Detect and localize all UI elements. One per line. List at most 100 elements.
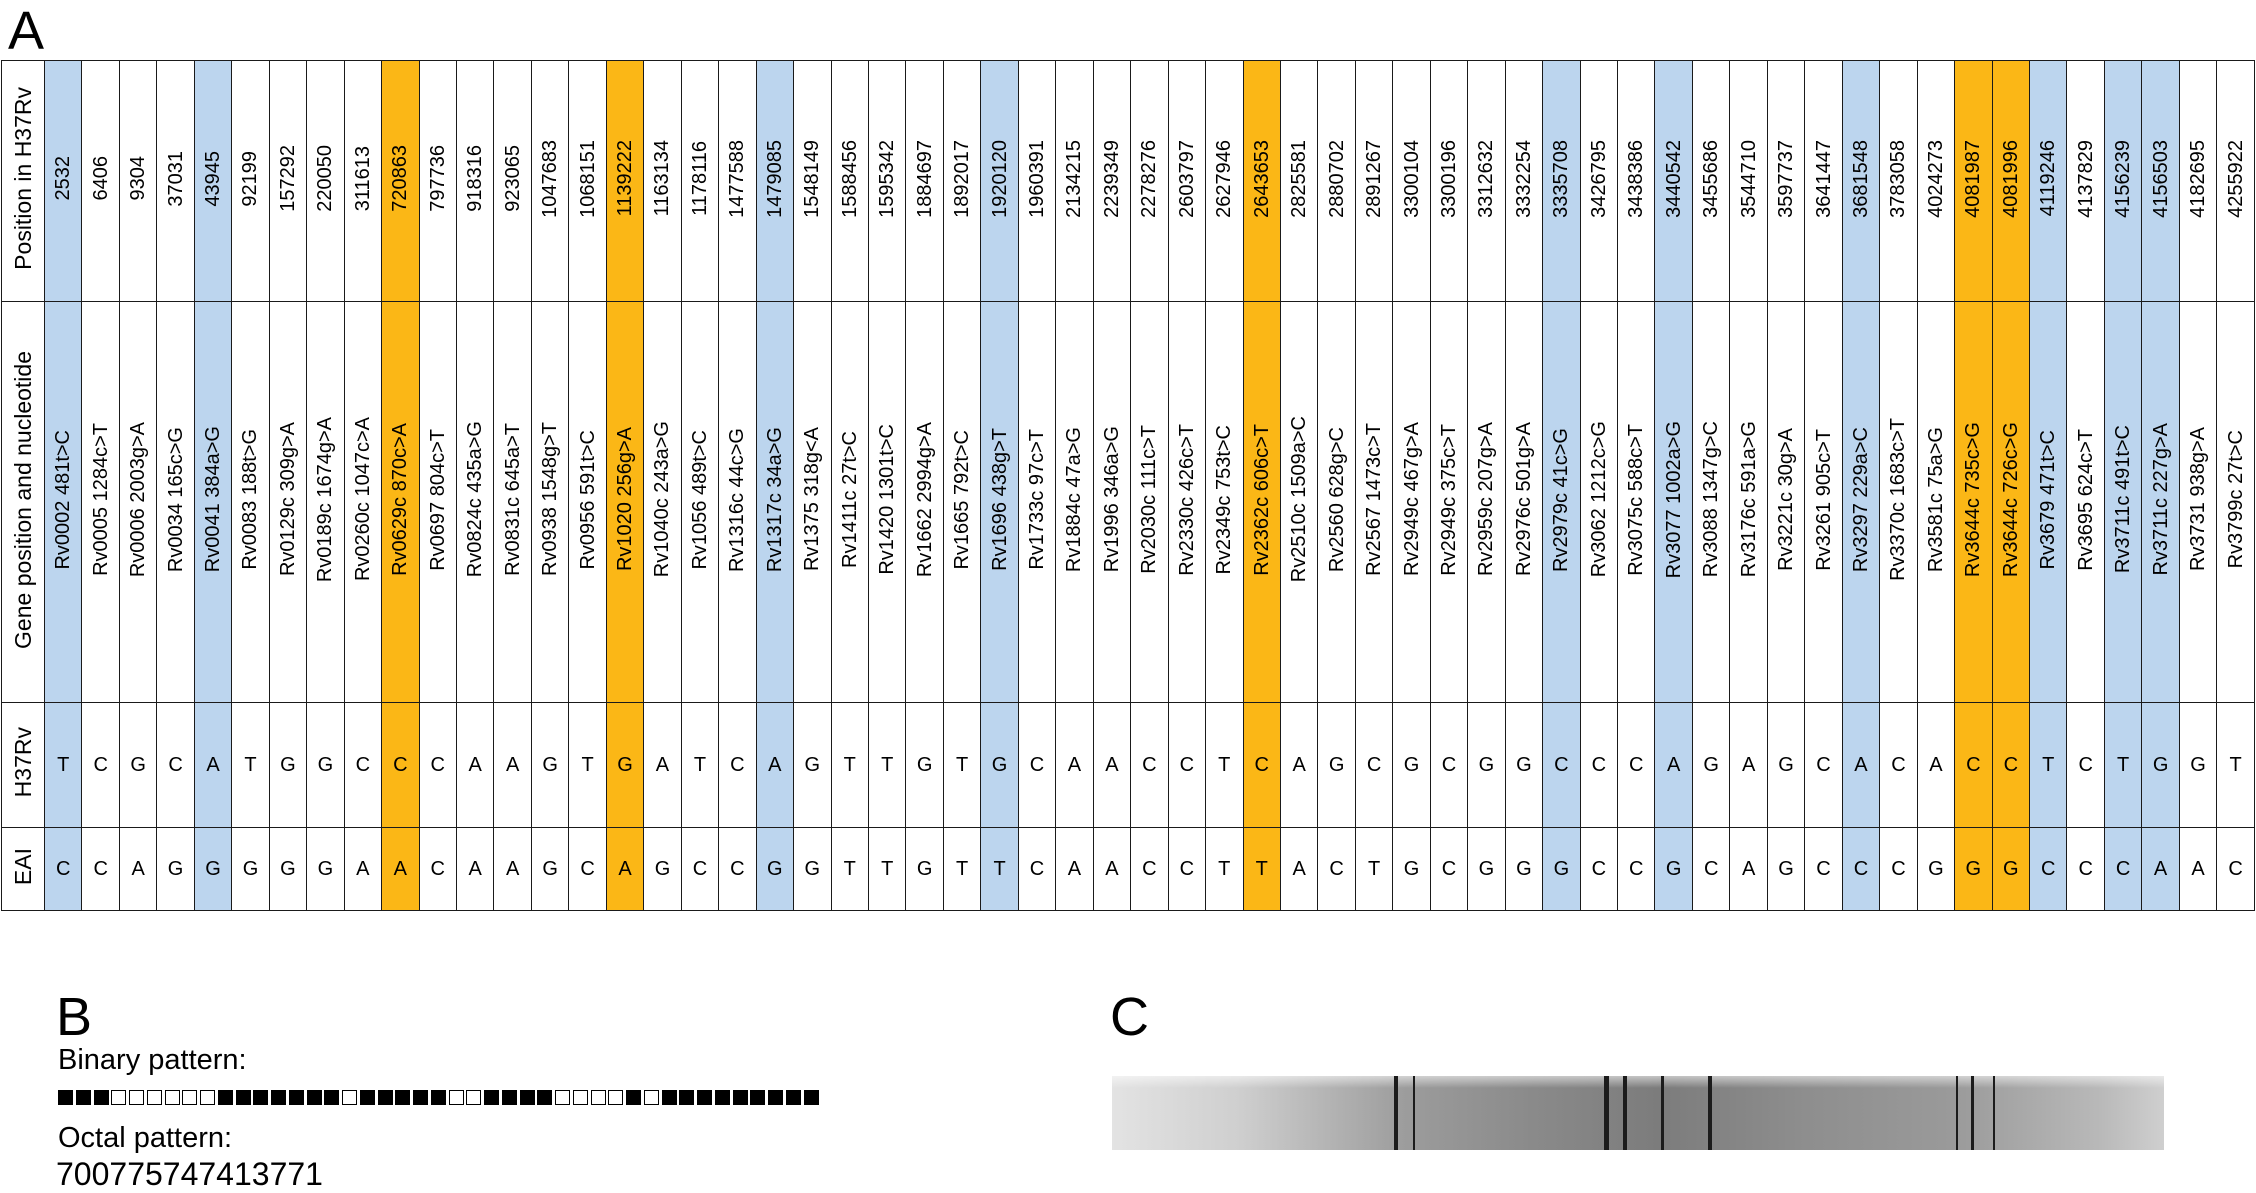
row-header-eai: EAI bbox=[1, 827, 45, 911]
eai-base-cell: T bbox=[867, 827, 907, 911]
eai-base-cell: C bbox=[1167, 827, 1207, 911]
h37rv-base-cell: A bbox=[1092, 702, 1132, 828]
gene-cell: Rv0002 481t>C bbox=[43, 301, 83, 703]
eai-base-cell: C bbox=[1804, 827, 1843, 911]
h37rv-base-cell: C bbox=[2066, 702, 2105, 828]
h37rv-base-cell: A bbox=[1729, 702, 1768, 828]
h37rv-base-cell: G bbox=[2141, 702, 2180, 828]
position-cell: 4081996 bbox=[1991, 60, 2031, 302]
h37rv-base-cell: C bbox=[1429, 702, 1469, 828]
eai-base-cell: T bbox=[980, 827, 1019, 911]
eai-base-cell: G bbox=[268, 827, 308, 911]
gene-cell: Rv1733c 97c>T bbox=[1017, 301, 1057, 703]
gene-cell: Rv0824c 435a>G bbox=[455, 301, 495, 703]
eai-base-cell: C bbox=[1579, 827, 1619, 911]
eai-base-cell: G bbox=[530, 827, 570, 911]
h37rv-base-cell: A bbox=[1654, 702, 1693, 828]
eai-base-cell: T bbox=[1205, 827, 1244, 911]
h37rv-base-cell: C bbox=[1017, 702, 1057, 828]
binary-open-square bbox=[200, 1090, 215, 1105]
row-header-gene: Gene position and nucleotide bbox=[1, 301, 45, 703]
position-cell: 2643653 bbox=[1242, 60, 1281, 302]
gene-cell: Rv3221c 30g>A bbox=[1766, 301, 1806, 703]
gene-cell: Rv2979c 41c>G bbox=[1542, 301, 1581, 703]
binary-filled-square bbox=[58, 1090, 73, 1105]
h37rv-base-cell: A bbox=[1841, 702, 1881, 828]
gene-cell: Rv3088 1347g>C bbox=[1691, 301, 1731, 703]
binary-filled-square bbox=[519, 1090, 535, 1105]
gene-cell: Rv1040c 243a>G bbox=[643, 301, 682, 703]
gene-cell: Rv0189c 1674g>A bbox=[306, 301, 345, 703]
binary-filled-square bbox=[732, 1090, 748, 1105]
eai-base-cell: C bbox=[2066, 827, 2105, 911]
eai-base-cell: G bbox=[643, 827, 682, 911]
gene-cell: Rv2362c 606c>T bbox=[1242, 301, 1281, 703]
binary-open-square bbox=[111, 1090, 127, 1105]
h37rv-base-cell: T bbox=[680, 702, 720, 828]
gene-cell: Rv1020 256g>A bbox=[605, 301, 645, 703]
gene-cell: Rv2949c 467g>A bbox=[1392, 301, 1431, 703]
binary-open-square bbox=[448, 1090, 464, 1105]
position-cell: 4081987 bbox=[1954, 60, 1993, 302]
strip-band bbox=[1623, 1076, 1627, 1150]
h37rv-base-cell: C bbox=[1879, 702, 1918, 828]
position-cell: 43945 bbox=[193, 60, 233, 302]
position-cell: 3300104 bbox=[1392, 60, 1431, 302]
binary-open-square bbox=[129, 1090, 144, 1105]
binary-filled-square bbox=[306, 1090, 322, 1105]
binary-filled-square bbox=[395, 1090, 411, 1105]
gene-cell: Rv2949c 375c>T bbox=[1429, 301, 1469, 703]
position-cell: 220050 bbox=[306, 60, 345, 302]
h37rv-base-cell: T bbox=[43, 702, 83, 828]
eai-base-cell: C bbox=[568, 827, 607, 911]
position-cell: 1047683 bbox=[530, 60, 570, 302]
h37rv-base-cell: A bbox=[1055, 702, 1094, 828]
eai-base-cell: A bbox=[605, 827, 645, 911]
gene-cell: Rv3261 905c>T bbox=[1804, 301, 1843, 703]
h37rv-base-cell: G bbox=[1691, 702, 1731, 828]
position-cell: 2278276 bbox=[1130, 60, 1169, 302]
binary-filled-square bbox=[750, 1090, 766, 1105]
h37rv-base-cell: G bbox=[1766, 702, 1806, 828]
binary-filled-square bbox=[413, 1090, 428, 1105]
h37rv-base-cell: G bbox=[605, 702, 645, 828]
eai-base-cell: A bbox=[2141, 827, 2180, 911]
h37rv-base-cell: C bbox=[718, 702, 757, 828]
h37rv-base-cell: T bbox=[1205, 702, 1244, 828]
binary-open-square bbox=[342, 1090, 357, 1105]
h37rv-base-cell: C bbox=[1579, 702, 1619, 828]
eai-base-cell: C bbox=[2029, 827, 2068, 911]
eai-base-cell: C bbox=[1841, 827, 1881, 911]
binary-open-square bbox=[590, 1090, 606, 1105]
gene-cell: Rv3711c 491t>C bbox=[2103, 301, 2143, 703]
h37rv-base-cell: G bbox=[1392, 702, 1431, 828]
h37rv-base-cell: T bbox=[2029, 702, 2068, 828]
eai-base-cell: C bbox=[43, 827, 83, 911]
binary-filled-square bbox=[235, 1090, 251, 1105]
position-cell: 3544710 bbox=[1729, 60, 1768, 302]
position-cell: 2532 bbox=[43, 60, 83, 302]
gene-cell: Rv3176c 591a>G bbox=[1729, 301, 1768, 703]
h37rv-base-cell: C bbox=[81, 702, 120, 828]
position-cell: 3438386 bbox=[1617, 60, 1656, 302]
h37rv-base-cell: C bbox=[1617, 702, 1656, 828]
binary-filled-square bbox=[626, 1090, 641, 1105]
gene-cell: Rv0831c 645a>T bbox=[493, 301, 532, 703]
gene-cell: Rv1696 438g>T bbox=[980, 301, 1019, 703]
h37rv-base-cell: G bbox=[306, 702, 345, 828]
h37rv-base-cell: G bbox=[268, 702, 308, 828]
eai-base-cell: A bbox=[455, 827, 495, 911]
eai-base-cell: G bbox=[1542, 827, 1581, 911]
h37rv-base-cell: C bbox=[156, 702, 195, 828]
gene-cell: Rv3062 1212c>G bbox=[1579, 301, 1619, 703]
eai-base-cell: A bbox=[381, 827, 420, 911]
h37rv-base-cell: C bbox=[1242, 702, 1281, 828]
binary-open-square bbox=[466, 1090, 482, 1105]
gene-cell: Rv2567 1473c>T bbox=[1354, 301, 1394, 703]
spoligotype-membrane-image bbox=[1112, 1076, 2164, 1150]
strip-band bbox=[1661, 1076, 1665, 1150]
strip-band bbox=[1955, 1076, 1959, 1150]
eai-base-cell: C bbox=[1691, 827, 1731, 911]
position-cell: 1163134 bbox=[643, 60, 682, 302]
